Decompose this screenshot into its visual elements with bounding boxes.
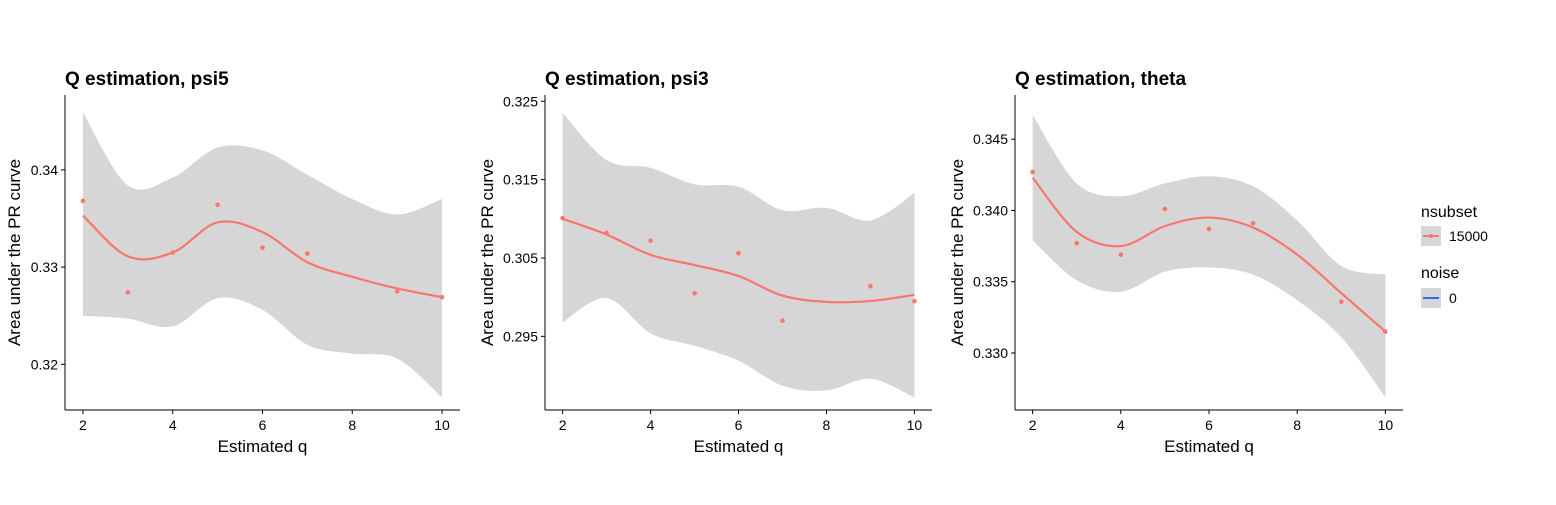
panel-3: 2 4 6 8 10 0.330 0.335 0.340 0.345 Q estimation, … <box>948 69 1403 456</box>
legend-title-nsubset: nsubset <box>1421 204 1478 221</box>
data-point <box>912 298 917 304</box>
y-tick-label: 0.32 <box>31 356 58 372</box>
y-axis-label: Area under the PR curve <box>5 159 24 346</box>
x-axis-label: Estimated q <box>1164 437 1254 456</box>
data-point <box>1206 226 1212 232</box>
x-axis-label: Estimated q <box>694 437 784 456</box>
panel-1: 2 4 6 8 10 0.32 0.33 0.34 Q estimation, psi5 Esti… <box>5 69 460 456</box>
data-point <box>439 294 445 300</box>
y-tick-label: 0.345 <box>973 131 1008 147</box>
legend-label-0: 0 <box>1449 290 1457 306</box>
data-point <box>215 202 220 208</box>
y-axis-label: Area under the PR curve <box>948 159 967 346</box>
y-tick-label: 0.33 <box>31 259 58 275</box>
x-tick-label: 8 <box>1293 417 1301 433</box>
x-tick-label: 10 <box>1378 417 1394 433</box>
data-point <box>260 245 265 250</box>
confidence-ribbon <box>1032 114 1386 398</box>
data-point <box>1383 329 1388 334</box>
legend-label-15000: 15000 <box>1449 228 1488 244</box>
chart-title: Q estimation, psi3 <box>545 69 709 90</box>
data-point <box>1250 220 1256 226</box>
smooth-line <box>1031 176 1387 333</box>
y-tick-label: 0.295 <box>503 328 538 344</box>
data-point <box>648 238 653 244</box>
x-tick-label: 10 <box>434 417 450 433</box>
legend-key-point <box>1429 234 1433 238</box>
x-tick-label: 8 <box>823 417 831 433</box>
x-tick-label: 2 <box>1029 417 1037 433</box>
y-tick-label: 0.325 <box>503 93 538 109</box>
data-point <box>560 215 565 221</box>
data-point <box>1030 169 1035 175</box>
chart-title: Q estimation, theta <box>1015 69 1186 90</box>
panel-2: 2 4 6 8 10 0.295 0.305 0.315 0.325 Q estimation, … <box>478 69 932 456</box>
data-point <box>394 289 400 294</box>
y-tick-label: 0.335 <box>973 274 1008 290</box>
data-point <box>125 290 131 295</box>
smooth-line <box>562 217 915 304</box>
y-tick-label: 0.305 <box>503 250 538 266</box>
chart-title: Q estimation, psi5 <box>65 69 229 90</box>
x-tick-label: 8 <box>348 417 356 433</box>
x-tick-label: 10 <box>907 417 923 433</box>
data-point <box>736 250 741 256</box>
x-tick-label: 4 <box>1117 417 1125 433</box>
data-point <box>1338 299 1344 304</box>
data-point <box>1074 240 1080 246</box>
data-point <box>692 290 697 296</box>
x-tick-label: 2 <box>79 417 87 433</box>
y-tick-label: 0.330 <box>973 345 1008 361</box>
x-axis-label: Estimated q <box>218 437 308 456</box>
x-tick-label: 2 <box>559 417 567 433</box>
y-axis-label: Area under the PR curve <box>478 159 497 346</box>
x-tick-label: 6 <box>1205 417 1213 433</box>
x-tick-label: 4 <box>647 417 655 433</box>
data-point <box>1118 252 1124 257</box>
data-point <box>305 251 310 256</box>
x-tick-label: 4 <box>169 417 177 433</box>
data-point <box>604 230 609 236</box>
y-tick-label: 0.340 <box>973 202 1008 218</box>
smooth-line <box>82 214 443 299</box>
legend-title-noise: noise <box>1421 265 1459 282</box>
confidence-ribbon <box>82 112 443 398</box>
data-point <box>868 283 873 289</box>
x-tick-label: 6 <box>735 417 743 433</box>
data-point <box>80 198 86 204</box>
data-point <box>1162 206 1168 212</box>
y-tick-label: 0.34 <box>31 162 58 178</box>
y-tick-label: 0.315 <box>503 172 538 188</box>
legend: nsubset 15000 noise 0 <box>1421 204 1488 308</box>
x-tick-label: 6 <box>259 417 267 433</box>
data-point <box>780 318 785 323</box>
data-point <box>170 250 176 255</box>
